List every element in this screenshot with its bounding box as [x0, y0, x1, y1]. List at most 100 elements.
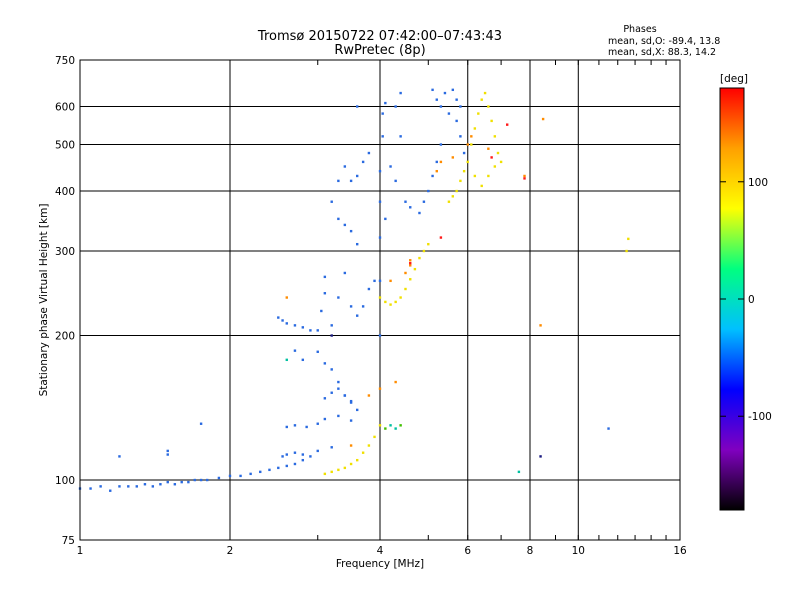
data-point	[435, 169, 438, 173]
data-point	[159, 483, 162, 486]
data-point	[301, 358, 305, 362]
data-point	[355, 458, 359, 462]
data-point	[422, 200, 426, 203]
data-point	[418, 256, 421, 260]
data-point	[135, 485, 138, 488]
grid-lines	[80, 60, 680, 540]
data-point	[293, 424, 297, 427]
phases-line-x: mean, sd,X: 88.3, 14.2	[608, 47, 716, 58]
x-tick-label: 16	[673, 545, 687, 557]
data-point	[480, 98, 483, 101]
data-point	[323, 362, 327, 365]
data-point	[118, 455, 121, 458]
data-point	[199, 422, 203, 425]
data-point	[293, 349, 297, 352]
data-point	[127, 485, 130, 488]
colorbar-label: [deg]	[720, 73, 748, 85]
data-point	[305, 425, 308, 429]
x-tick-label: 10	[572, 545, 585, 557]
data-point	[483, 91, 487, 95]
data-point	[435, 98, 438, 101]
data-point	[389, 279, 392, 283]
data-point	[399, 296, 402, 299]
data-point	[361, 451, 365, 454]
data-point	[487, 105, 490, 108]
data-point	[473, 127, 477, 130]
data-point	[355, 408, 359, 412]
data-point	[378, 334, 382, 337]
data-point	[455, 189, 458, 193]
data-point	[459, 179, 462, 183]
chart-subtitle: RwPretec (8p)	[334, 43, 425, 58]
data-point	[373, 435, 376, 439]
y-tick-label: 400	[55, 186, 75, 198]
data-point	[439, 160, 443, 164]
data-point	[166, 453, 169, 456]
phases-heading: Phases	[623, 24, 656, 35]
data-point	[330, 368, 333, 371]
data-point	[367, 444, 371, 447]
data-point	[470, 135, 473, 138]
data-point	[389, 165, 392, 168]
data-point	[447, 200, 451, 203]
data-point	[343, 223, 347, 227]
data-point	[541, 117, 545, 121]
data-point	[343, 394, 347, 397]
data-point	[187, 480, 190, 484]
data-point	[367, 394, 371, 397]
data-point	[173, 483, 177, 486]
data-point	[459, 135, 462, 138]
data-point	[499, 160, 503, 164]
data-point	[285, 296, 288, 299]
data-point	[109, 489, 112, 492]
data-point	[487, 147, 490, 150]
y-tick-label: 750	[55, 55, 75, 67]
colorbar-ticks: 100 0 -100	[720, 177, 772, 423]
data-point	[381, 112, 384, 115]
data-point	[337, 296, 340, 299]
data-point	[539, 455, 542, 458]
data-point	[439, 143, 443, 146]
data-point	[217, 476, 221, 480]
data-point	[394, 300, 397, 304]
data-point	[439, 105, 443, 108]
data-point	[517, 470, 521, 474]
data-point	[151, 485, 155, 488]
data-point	[389, 424, 392, 427]
x-tick-label: 2	[227, 545, 234, 557]
data-point	[378, 424, 382, 427]
x-tick-label: 6	[464, 545, 471, 557]
data-point	[381, 135, 384, 138]
data-point	[399, 424, 402, 427]
data-point	[480, 184, 483, 188]
data-point	[343, 271, 347, 275]
data-point	[349, 399, 353, 403]
data-point	[404, 271, 407, 275]
data-point	[378, 296, 382, 299]
data-point	[316, 449, 319, 453]
data-point	[451, 195, 455, 198]
y-tick-label: 300	[55, 246, 75, 258]
data-point	[409, 206, 412, 209]
data-point	[625, 249, 628, 253]
data-point	[355, 174, 359, 178]
x-tick-label: 8	[527, 545, 534, 557]
data-point	[404, 287, 407, 291]
data-point	[399, 135, 402, 138]
data-point	[466, 143, 469, 146]
data-point	[462, 169, 466, 173]
colorbar-tick-label: -100	[748, 411, 772, 423]
data-point	[349, 444, 353, 447]
data-point	[323, 275, 327, 279]
data-point	[355, 314, 359, 317]
data-point	[349, 229, 353, 233]
data-point	[349, 305, 353, 308]
data-point	[285, 425, 288, 429]
data-point	[384, 217, 387, 221]
data-point	[301, 326, 305, 329]
scatter-points	[78, 88, 630, 492]
data-point	[285, 464, 288, 468]
data-point	[384, 101, 387, 105]
data-point	[268, 468, 271, 472]
